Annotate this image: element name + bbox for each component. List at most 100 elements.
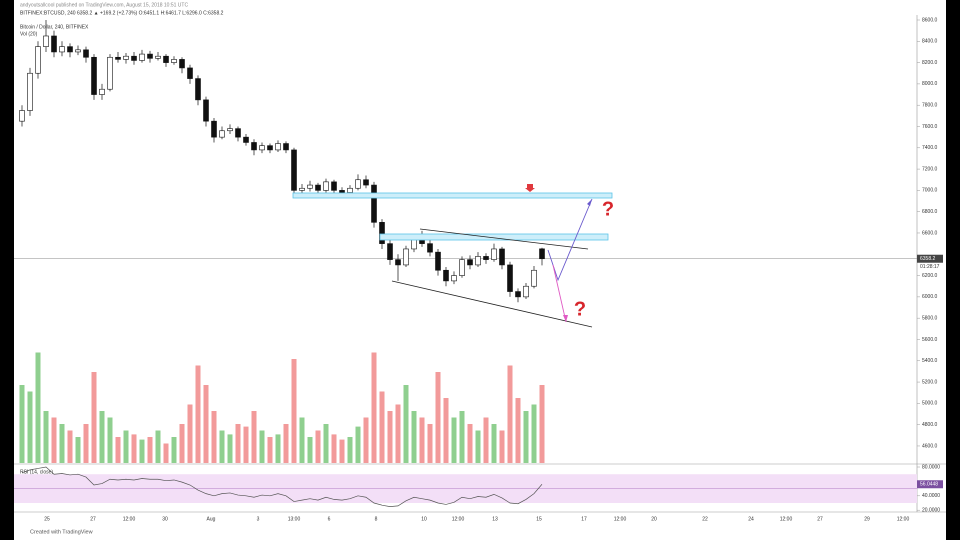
rsi-last-label: 56.0448 [920,482,938,488]
candle-body [155,55,161,59]
volume-bar [451,417,457,463]
candle-body [539,248,545,260]
candle-body [131,55,137,61]
legend-volume: Vol (20) [20,31,38,37]
volume-bar [507,365,513,463]
volume-bar [75,437,81,463]
countdown: 01:28:17 [920,264,940,270]
volume-bar [227,434,233,463]
candle-body [387,243,393,260]
footer: Created with TradingView [30,529,93,535]
candle-body [307,184,313,189]
price-tick-label: 5200.0 [922,379,938,385]
candle-body [435,251,441,271]
volume-bar [363,417,369,463]
rsi-line [21,466,543,507]
candle-body [259,145,265,151]
volume-bar [475,430,481,463]
candle-body [243,136,249,143]
candle-body [75,49,81,53]
channel-line [419,228,589,250]
volume-bar [323,424,329,463]
price-tick-label: 7800.0 [922,103,938,109]
candle-body [339,190,345,193]
legend-rsi: RSI (14, close) [20,469,53,475]
volume-bar [115,437,121,463]
last-price-label: 6358.2 [920,256,936,262]
question-mark: ? [574,298,586,320]
candle-body [379,222,385,244]
volume-bar [331,434,337,463]
time-label: 12:00 [452,516,465,522]
volume-bar [411,411,417,463]
volume-bar [131,434,137,463]
candle-body [267,145,273,151]
volume-bar [355,426,361,463]
candle-body [315,184,321,191]
volume-bar [235,424,241,463]
candle-body [139,53,145,61]
rsi-tick-label: 40.0000 [922,493,940,499]
candle-body [363,179,369,186]
price-tick-label: 5400.0 [922,358,938,364]
arrow-head [563,315,568,322]
candle-body [147,53,153,59]
candle-body [355,179,361,189]
volume-bar [275,434,281,463]
price-tick-label: 6200.0 [922,273,938,279]
volume-bar [163,443,169,463]
volume-bar [195,365,201,463]
volume-bar [531,404,537,463]
volume-bar [491,424,497,463]
volume-bar [435,372,441,463]
candle-body [227,128,233,132]
volume-bar [155,430,161,463]
time-label: 25 [44,516,50,522]
volume-bar [307,437,313,463]
volume-bar [467,424,473,463]
time-label: 10 [421,516,427,522]
candle-body [371,184,377,223]
arrow-path [552,264,567,323]
candle-body [531,269,537,287]
price-tick-label: 5600.0 [922,337,938,343]
candle-body [283,143,289,151]
volume-bar [139,439,145,463]
volume-bar [171,437,177,463]
volume-bar [83,424,89,463]
price-tick-label: 7200.0 [922,166,938,172]
time-label: 12:00 [614,516,627,522]
volume-bar [35,352,41,463]
time-label: 13:00 [288,516,301,522]
candle-body [459,259,465,276]
rsi-tick-label: 80.0000 [922,464,940,470]
volume-bar [243,426,249,463]
candle-body [483,256,489,260]
down-marker [525,184,535,192]
volume-bar [59,424,65,463]
candle-body [187,67,193,79]
candle-body [51,35,57,53]
price-tick-label: 7600.0 [922,124,938,130]
price-tick-label: 8200.0 [922,60,938,66]
candle-body [43,35,49,47]
time-label: 24 [748,516,754,522]
candle-body [235,128,241,138]
volume-bar [67,430,73,463]
publisher: andyoutsallcool published on TradingView… [20,2,188,8]
candle-body [275,143,281,151]
volume-bar [211,411,217,463]
volume-bar [259,430,265,463]
candle-body [507,264,513,292]
candle-body [451,275,457,282]
candle-body [203,99,209,122]
candle-body [467,259,473,266]
candle-body [251,142,257,151]
price-tick-label: 4800.0 [922,422,938,428]
volume-bar [515,398,521,463]
candle-body [99,88,105,95]
candle-body [427,243,433,253]
price-tick-label: 5800.0 [922,316,938,322]
candle-body [475,256,481,266]
